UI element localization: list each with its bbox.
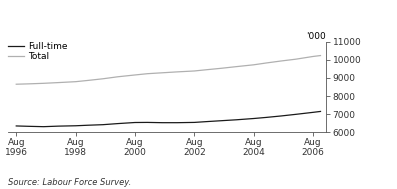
Full-time xyxy=(251,117,256,120)
Legend: Full-time, Total: Full-time, Total xyxy=(8,42,67,61)
Full-time xyxy=(204,120,209,123)
Full-time xyxy=(26,125,31,127)
Full-time xyxy=(100,124,105,126)
Total xyxy=(279,60,283,62)
Full-time xyxy=(73,125,78,127)
Total xyxy=(26,83,31,85)
Text: Source: Labour Force Survey.: Source: Labour Force Survey. xyxy=(8,178,131,187)
Full-time xyxy=(311,111,316,113)
Full-time xyxy=(279,115,283,117)
Total xyxy=(318,54,323,57)
Full-time xyxy=(56,125,61,127)
Full-time xyxy=(14,125,19,127)
Full-time xyxy=(86,124,91,126)
Total xyxy=(41,82,46,84)
Full-time xyxy=(318,110,323,113)
Full-time xyxy=(192,121,197,124)
Full-time xyxy=(264,116,268,119)
Total xyxy=(234,65,239,68)
Full-time xyxy=(175,122,179,124)
Full-time xyxy=(116,122,120,125)
Full-time xyxy=(293,113,298,115)
Total xyxy=(160,72,165,74)
Total xyxy=(175,71,179,73)
Total xyxy=(145,73,150,75)
Total xyxy=(14,83,19,85)
Total xyxy=(56,81,61,84)
Full-time xyxy=(41,125,46,128)
Total xyxy=(264,62,268,64)
Total xyxy=(192,70,197,72)
Full-time xyxy=(234,119,239,121)
Full-time xyxy=(145,121,150,124)
Total xyxy=(86,79,91,81)
Total xyxy=(311,55,316,58)
Total xyxy=(251,64,256,66)
Full-time xyxy=(219,120,224,122)
Total xyxy=(204,69,209,71)
Total xyxy=(100,78,105,80)
Text: '000: '000 xyxy=(306,32,326,41)
Line: Full-time: Full-time xyxy=(16,112,320,127)
Total xyxy=(219,67,224,69)
Full-time xyxy=(133,121,137,124)
Line: Total: Total xyxy=(16,56,320,84)
Total xyxy=(293,58,298,60)
Full-time xyxy=(160,122,165,124)
Total xyxy=(73,81,78,83)
Total xyxy=(116,76,120,78)
Total xyxy=(133,74,137,76)
